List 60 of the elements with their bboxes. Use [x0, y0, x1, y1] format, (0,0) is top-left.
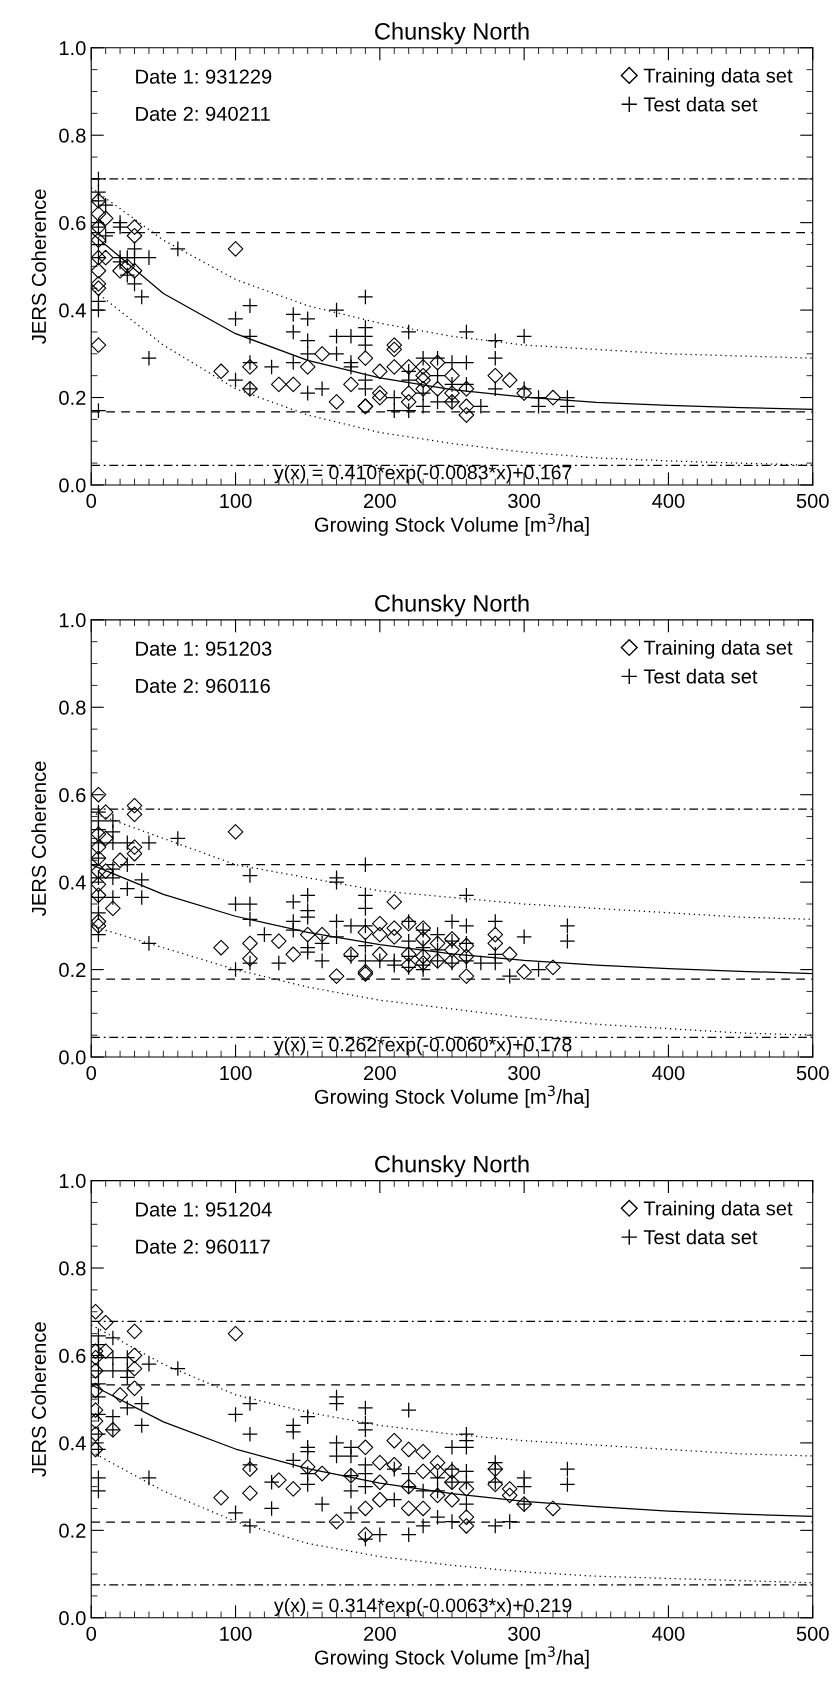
annotation: y(x) = 0.410*exp(-0.0083*x)+0.167: [274, 465, 572, 484]
y-tick-label: 0.2: [59, 962, 86, 978]
x-tick-label: 200: [364, 1626, 396, 1641]
x-tick-label: 0: [86, 1626, 97, 1641]
x-tick-label: 200: [364, 493, 396, 509]
annotation: Date 2: 940211: [136, 106, 270, 121]
x-tick-label: 0: [86, 1065, 97, 1081]
y-tick-label: 0.4: [59, 303, 86, 318]
y-tick-label: 0.8: [59, 700, 86, 715]
y-tick-label: 0.4: [59, 1436, 86, 1451]
x-tick-label: 500: [796, 1065, 829, 1081]
y-axis-title: JERS Coherence: [31, 761, 47, 916]
legend-label: Training data set: [643, 1200, 793, 1220]
x-tick-label: 300: [508, 493, 541, 509]
annotation: Date 1: 951204: [136, 1202, 272, 1217]
y-tick-label: 0.6: [59, 215, 86, 231]
legend-label: Test data set: [643, 96, 758, 112]
x-tick-label: 400: [652, 493, 685, 509]
y-tick-label: 1.0: [59, 41, 86, 56]
annotation: Date 1: 931229: [136, 69, 272, 84]
y-tick-label: 0.0: [59, 1050, 86, 1065]
y-tick-label: 0.2: [59, 1523, 86, 1538]
legend-label: Test data set: [643, 1229, 758, 1245]
chart-title: Chunsky North: [375, 22, 529, 45]
y-tick-label: 1.0: [59, 1173, 86, 1189]
legend-label: Test data set: [643, 668, 758, 684]
annotation: Date 2: 960116: [136, 678, 270, 693]
legend-label: Training data set: [643, 639, 793, 659]
x-tick-label: 500: [796, 1626, 829, 1641]
x-tick-label: 200: [364, 1065, 396, 1081]
legend-label: Training data set: [643, 67, 793, 87]
y-tick-label: 0.0: [59, 1611, 86, 1626]
x-tick-label: 400: [652, 1065, 685, 1081]
y-tick-label: 0.8: [59, 1261, 86, 1276]
y-axis-title: JERS Coherence: [31, 189, 47, 344]
y-tick-label: 0.0: [59, 478, 86, 493]
x-axis-title: Growing Stock Volume [m$^{3}$/ha]: [314, 513, 589, 536]
x-axis-title: Growing Stock Volume [m$^{3}$/ha]: [314, 1646, 589, 1669]
chart-title: Chunsky North: [375, 594, 529, 617]
chart-title: Chunsky North: [375, 1155, 529, 1178]
y-axis-title: JERS Coherence: [31, 1322, 47, 1477]
x-tick-label: 400: [652, 1626, 685, 1641]
y-tick-label: 0.8: [59, 128, 86, 143]
x-tick-label: 100: [220, 1065, 252, 1081]
x-tick-label: 300: [508, 1065, 541, 1081]
x-axis-title: Growing Stock Volume [m$^{3}$/ha]: [314, 1085, 589, 1108]
x-tick-label: 100: [220, 493, 252, 509]
annotation: y(x) = 0.314*exp(-0.0063*x)+0.219: [274, 1597, 572, 1617]
x-tick-label: 500: [796, 493, 829, 509]
x-tick-label: 300: [508, 1626, 541, 1641]
x-tick-label: 0: [86, 493, 97, 509]
y-tick-label: 0.4: [59, 875, 86, 890]
y-tick-label: 0.6: [59, 787, 86, 803]
annotation: Date 2: 960117: [136, 1239, 270, 1254]
y-tick-label: 0.2: [59, 390, 86, 406]
x-tick-label: 100: [220, 1626, 252, 1641]
y-tick-label: 0.6: [59, 1348, 86, 1363]
annotation: Date 1: 951203: [136, 641, 272, 656]
y-tick-label: 1.0: [59, 613, 86, 628]
annotation: y(x) = 0.262*exp(-0.0060*x)+0.178: [274, 1037, 572, 1056]
